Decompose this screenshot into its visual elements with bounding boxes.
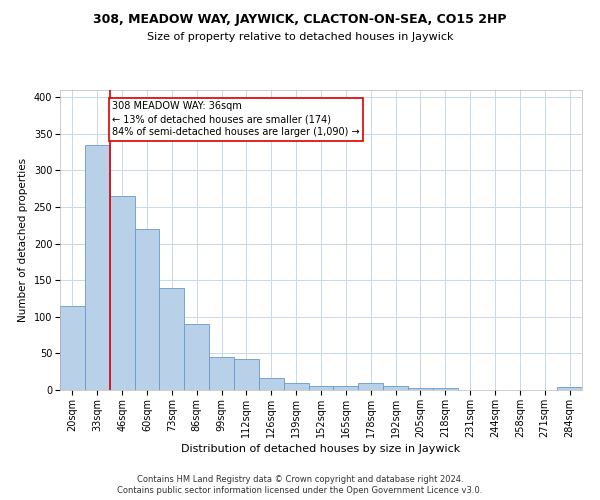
Bar xyxy=(60,306,85,390)
Bar xyxy=(433,388,458,390)
Text: 308, MEADOW WAY, JAYWICK, CLACTON-ON-SEA, CO15 2HP: 308, MEADOW WAY, JAYWICK, CLACTON-ON-SEA… xyxy=(93,12,507,26)
Text: 308 MEADOW WAY: 36sqm
← 13% of detached houses are smaller (174)
84% of semi-det: 308 MEADOW WAY: 36sqm ← 13% of detached … xyxy=(112,101,360,138)
Bar xyxy=(184,324,209,390)
Text: Contains public sector information licensed under the Open Government Licence v3: Contains public sector information licen… xyxy=(118,486,482,495)
Bar xyxy=(308,386,334,390)
Bar xyxy=(557,387,582,390)
Bar xyxy=(408,388,433,390)
X-axis label: Distribution of detached houses by size in Jaywick: Distribution of detached houses by size … xyxy=(181,444,461,454)
Text: Contains HM Land Registry data © Crown copyright and database right 2024.: Contains HM Land Registry data © Crown c… xyxy=(137,475,463,484)
Bar xyxy=(160,288,184,390)
Bar xyxy=(234,360,259,390)
Bar xyxy=(110,196,134,390)
Bar xyxy=(383,386,408,390)
Bar xyxy=(209,357,234,390)
Bar xyxy=(259,378,284,390)
Bar xyxy=(284,384,308,390)
Bar xyxy=(358,384,383,390)
Bar xyxy=(85,145,110,390)
Y-axis label: Number of detached properties: Number of detached properties xyxy=(18,158,28,322)
Bar xyxy=(134,229,160,390)
Text: Size of property relative to detached houses in Jaywick: Size of property relative to detached ho… xyxy=(147,32,453,42)
Bar xyxy=(334,386,358,390)
